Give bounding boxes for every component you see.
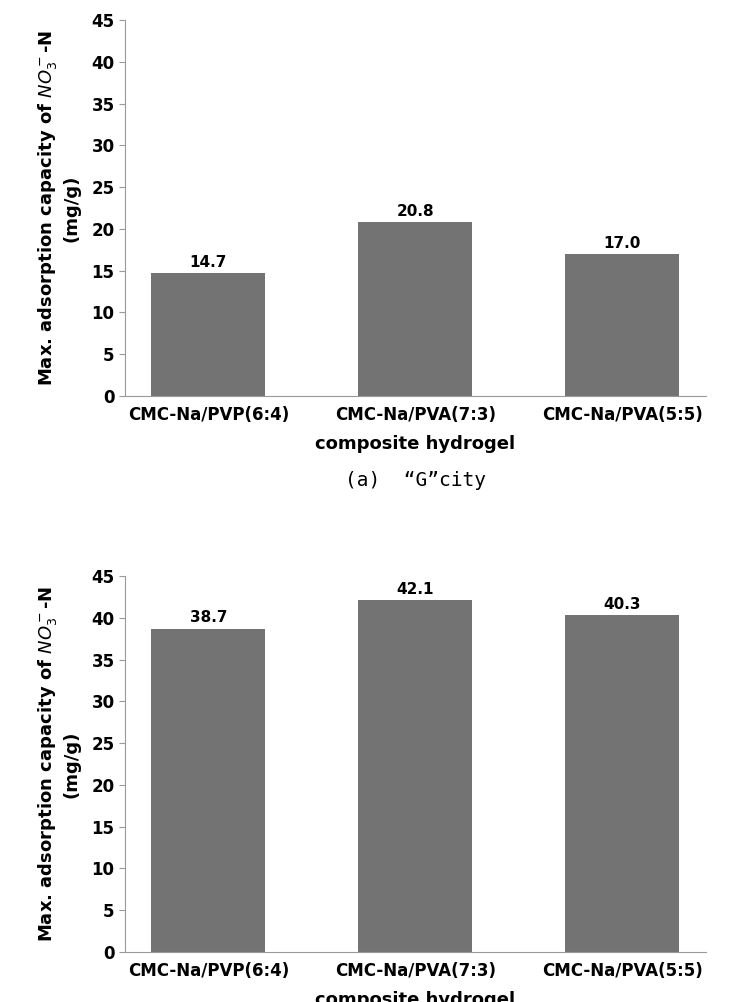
Bar	[565, 615, 679, 952]
Bar	[359, 600, 472, 952]
Text: 17.0: 17.0	[603, 235, 641, 250]
Y-axis label: Max. adsorption capacity of $NO_3^-$-N
(mg/g): Max. adsorption capacity of $NO_3^-$-N (…	[37, 586, 80, 942]
Text: 42.1: 42.1	[396, 582, 434, 597]
X-axis label: composite hydrogel: composite hydrogel	[315, 991, 515, 1002]
Bar	[565, 254, 679, 396]
Text: 14.7: 14.7	[190, 255, 227, 270]
Bar	[151, 629, 265, 952]
Bar	[359, 222, 472, 396]
Bar	[151, 274, 265, 396]
Text: 20.8: 20.8	[396, 203, 434, 218]
X-axis label: composite hydrogel: composite hydrogel	[315, 435, 515, 453]
Text: (a)  “G”city: (a) “G”city	[345, 471, 486, 490]
Text: 40.3: 40.3	[603, 597, 641, 612]
Text: 38.7: 38.7	[190, 610, 227, 625]
Y-axis label: Max. adsorption capacity of $NO_3^-$-N
(mg/g): Max. adsorption capacity of $NO_3^-$-N (…	[37, 30, 80, 386]
